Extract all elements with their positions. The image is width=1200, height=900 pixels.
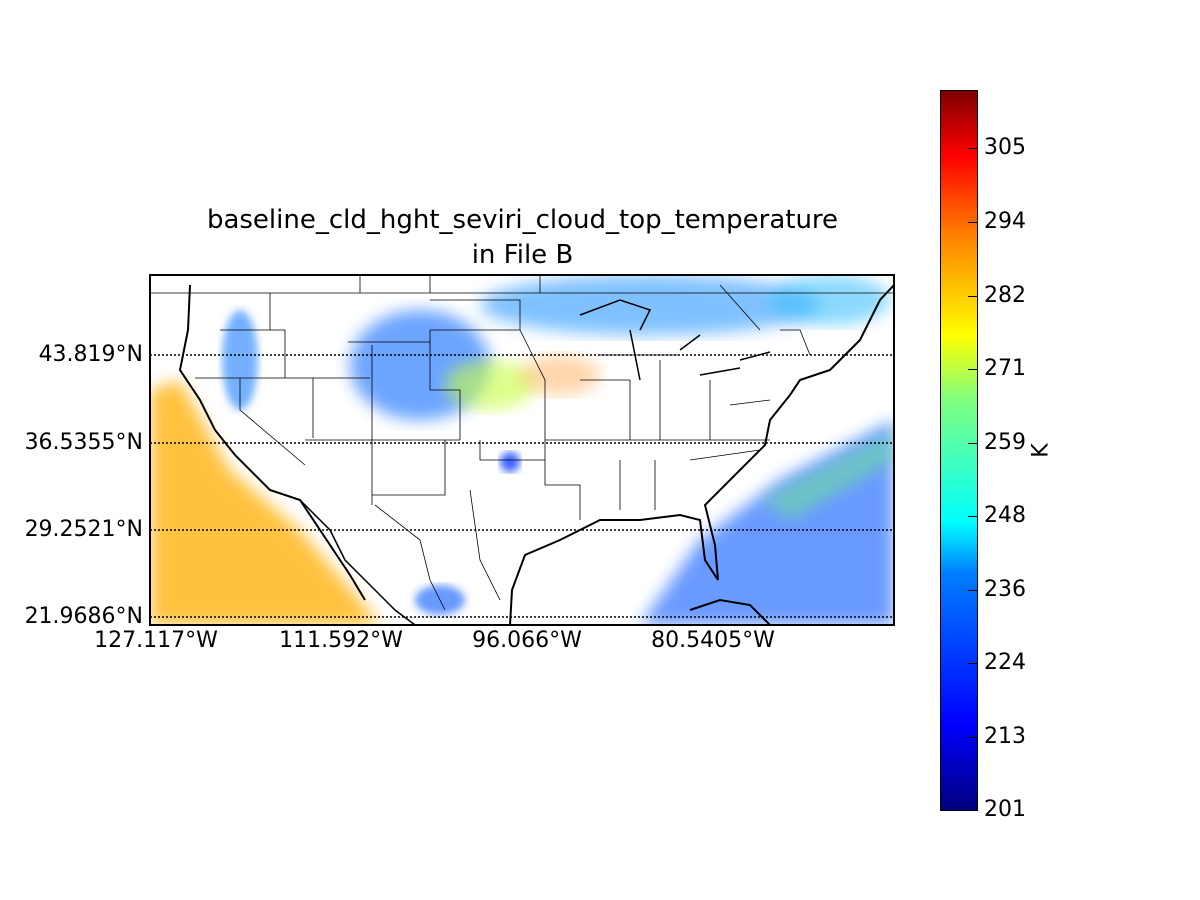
colorbar-tick	[968, 443, 977, 444]
colorbar-tick	[968, 663, 977, 664]
colorbar-tick-label: 294	[984, 209, 1026, 234]
lat-label: 21.9686°N	[24, 604, 143, 629]
colorbar-unit-label: K	[1028, 443, 1054, 458]
lon-label: 96.066°W	[472, 628, 582, 653]
colorbar-tick	[968, 369, 977, 370]
plot-title-line2: in File B	[471, 240, 574, 270]
map-frame	[149, 274, 895, 626]
colorbar-tick-label: 271	[984, 356, 1026, 381]
cloud-top-temperature-field	[150, 275, 894, 625]
colorbar-tick-label: 248	[984, 503, 1026, 528]
lon-label: 127.117°W	[94, 628, 218, 653]
northern-cloud-band	[480, 275, 820, 335]
colorbar-tick	[968, 296, 977, 297]
lat-label: 43.819°N	[38, 342, 143, 367]
colorbar	[940, 90, 978, 811]
colorbar-tick-label: 305	[984, 135, 1026, 160]
cuba-coastline	[689, 598, 771, 625]
colorbar-tick-label: 224	[984, 650, 1026, 675]
colorbar-tick-label: 201	[984, 797, 1026, 822]
east-gulf-coastline	[509, 284, 894, 625]
colorbar-tick	[968, 148, 977, 149]
west-coastline	[178, 284, 366, 601]
colorbar-tick-label: 236	[984, 577, 1026, 602]
colorbar-tick	[968, 737, 977, 738]
pacific-warm-cloud	[150, 380, 380, 625]
colorbar-tick	[968, 222, 977, 223]
colorbar-tick-label: 213	[984, 724, 1026, 749]
state-borders	[150, 275, 894, 611]
parallels	[150, 354, 894, 618]
lon-label: 80.5405°W	[651, 628, 775, 653]
plot-title-line1: baseline_cld_hght_seviri_cloud_top_tempe…	[206, 205, 839, 235]
lat-label: 29.2521°N	[24, 517, 143, 542]
colorbar-tick	[968, 516, 977, 517]
colorbar-tick	[968, 810, 977, 811]
colorbar-tick-label: 282	[984, 283, 1026, 308]
colorbar-tick-label: 259	[984, 430, 1026, 455]
lon-label: 111.592°W	[279, 628, 403, 653]
colorbar-tick	[968, 590, 977, 591]
lat-label: 36.5355°N	[24, 430, 143, 455]
